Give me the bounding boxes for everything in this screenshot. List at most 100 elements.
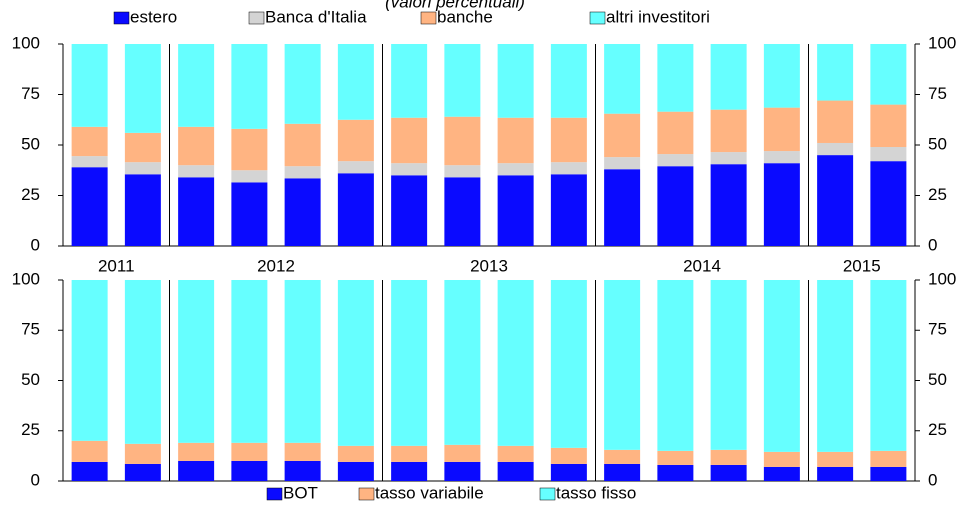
- bar-segment: [231, 44, 268, 129]
- bar-segment: [604, 157, 641, 170]
- x-tick-label: 2014: [683, 256, 721, 275]
- bar-segment: [817, 44, 854, 101]
- bar-segment: [550, 117, 587, 163]
- bar-segment: [763, 163, 800, 246]
- bar-segment: [870, 104, 907, 148]
- bar-segment: [710, 152, 747, 165]
- legend-label: Banca d'Italia: [265, 7, 367, 26]
- y2-tick-label: 50: [928, 370, 947, 389]
- bar-segment: [391, 163, 428, 176]
- bar-segment: [284, 44, 321, 124]
- bar-segment: [444, 461, 481, 481]
- bar-segment: [71, 440, 108, 462]
- bar-segment: [870, 161, 907, 246]
- bar-segment: [444, 444, 481, 462]
- y-tick-label: 0: [31, 235, 40, 254]
- bar-segment: [710, 109, 747, 153]
- bar-segment: [604, 280, 641, 450]
- y-tick-label: 75: [21, 84, 40, 103]
- bar-segment: [124, 463, 161, 481]
- bar-segment: [178, 126, 215, 166]
- bar-segment: [763, 44, 800, 108]
- bar-segment: [497, 280, 534, 446]
- bar-segment: [710, 449, 747, 465]
- bar-segment: [391, 445, 428, 462]
- bar-segment: [550, 280, 587, 448]
- bar-segment: [337, 280, 374, 446]
- bar-segment: [71, 461, 108, 481]
- bar-segment: [178, 177, 215, 246]
- bar-segment: [497, 163, 534, 176]
- bar-segment: [817, 280, 854, 452]
- legend-swatch: [266, 487, 283, 501]
- legend-swatch: [113, 11, 130, 25]
- x-tick-label: 2015: [843, 256, 881, 275]
- chart-subtitle: (valori percentuali): [385, 0, 525, 11]
- bar-segment: [71, 156, 108, 168]
- legend-label: estero: [130, 7, 177, 26]
- bar-segment: [550, 162, 587, 175]
- bar-segment: [444, 165, 481, 178]
- bar-segment: [231, 442, 268, 461]
- legend-swatch: [248, 11, 265, 25]
- bar-segment: [870, 44, 907, 105]
- bar-segment: [657, 464, 694, 481]
- bar-segment: [763, 151, 800, 164]
- bar-segment: [71, 126, 108, 157]
- bar-segment: [444, 177, 481, 246]
- bar-segment: [710, 464, 747, 481]
- bar-segment: [763, 107, 800, 152]
- bar-segment: [337, 161, 374, 174]
- bar-segment: [604, 44, 641, 114]
- bar-segment: [71, 280, 108, 441]
- bar-segment: [870, 280, 907, 451]
- bar-segment: [231, 460, 268, 481]
- bar-segment: [497, 175, 534, 246]
- y-tick-label: 100: [12, 33, 40, 52]
- bar-segment: [124, 280, 161, 444]
- bar-segment: [550, 174, 587, 246]
- bar-segment: [550, 447, 587, 464]
- y2-tick-label: 50: [928, 134, 947, 153]
- bar-segment: [178, 165, 215, 178]
- bar-segment: [337, 445, 374, 462]
- bar-segment: [178, 280, 215, 443]
- bar-segment: [817, 100, 854, 143]
- bar-segment: [550, 463, 587, 481]
- x-tick-label: 2012: [257, 256, 295, 275]
- bar-segment: [124, 132, 161, 163]
- legend-label: banche: [437, 7, 493, 26]
- bar-segment: [817, 155, 854, 246]
- bar-segment: [444, 44, 481, 117]
- y2-tick-label: 25: [928, 185, 947, 204]
- y-tick-label: 75: [21, 320, 40, 339]
- bar-segment: [284, 442, 321, 461]
- bar-segment: [497, 461, 534, 481]
- bar-segment: [763, 451, 800, 467]
- bar-segment: [284, 280, 321, 443]
- legend-label: tasso fisso: [556, 483, 636, 502]
- bar-segment: [870, 450, 907, 467]
- bar-segment: [657, 154, 694, 167]
- y2-tick-label: 25: [928, 420, 947, 439]
- legend-label: altri investitori: [606, 7, 710, 26]
- x-tick-label: 2011: [98, 256, 135, 275]
- y2-tick-label: 75: [928, 84, 947, 103]
- y2-tick-label: 75: [928, 320, 947, 339]
- bar-segment: [337, 173, 374, 246]
- legend-label: tasso variabile: [375, 483, 484, 502]
- bar-segment: [550, 44, 587, 118]
- bar-segment: [124, 44, 161, 133]
- y-tick-label: 25: [21, 185, 40, 204]
- bar-segment: [284, 460, 321, 481]
- bar-segment: [337, 119, 374, 162]
- bar-segment: [497, 44, 534, 118]
- y-tick-label: 50: [21, 370, 40, 389]
- bar-segment: [337, 44, 374, 120]
- bar-segment: [710, 44, 747, 110]
- bar-segment: [391, 461, 428, 481]
- bar-segment: [710, 280, 747, 450]
- bar-segment: [763, 280, 800, 452]
- bar-segment: [124, 443, 161, 464]
